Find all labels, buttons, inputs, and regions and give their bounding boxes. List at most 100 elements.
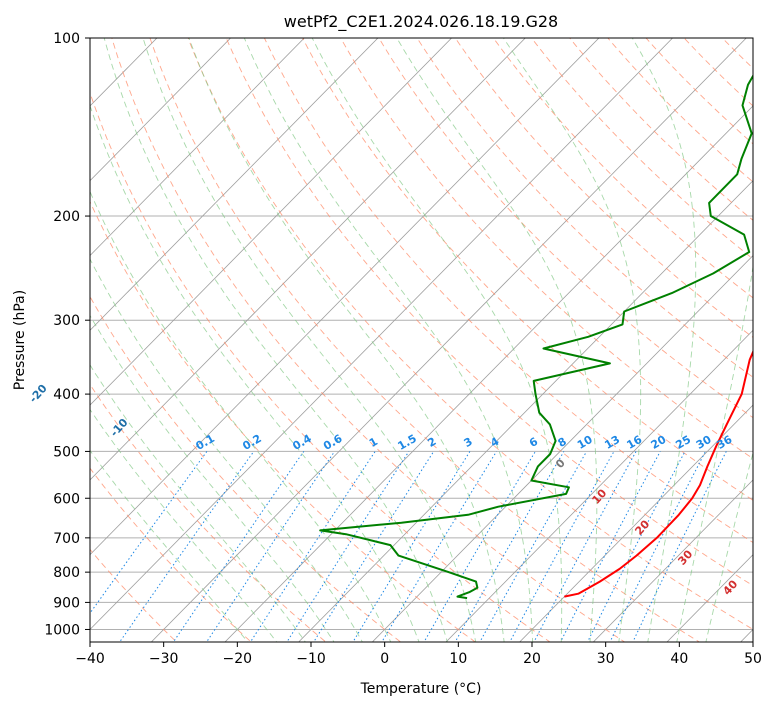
y-tick-label: 700 [53, 531, 80, 547]
isotherm-line [224, 105, 753, 642]
isotherm-line [371, 254, 753, 642]
mixing-ratio-line [533, 451, 637, 642]
mixing-ratio-line [632, 451, 727, 642]
moist-adiabat-line [631, 38, 697, 642]
mixing-ratio-line [172, 451, 305, 642]
x-tick-label: −30 [149, 651, 179, 667]
x-tick-label: −10 [296, 651, 326, 667]
line-labels: 0.10.20.40.611.52346810131620253036-100-… [27, 382, 741, 598]
isotherm-line [90, 38, 232, 182]
mixing-ratio-line [381, 451, 497, 642]
axes: −40 −30 −20 −10 0 10 20 30 40 5010020030040050060… [44, 31, 762, 667]
x-axis-label: Temperature (°C) [360, 681, 482, 697]
mixing-ratio-line [205, 451, 336, 642]
mixing-ratio-line [90, 451, 208, 614]
dry-adiabat-line [90, 295, 402, 642]
moist-adiabat-line [396, 38, 598, 642]
mixing-ratio-label: 0.4 [290, 432, 314, 453]
chart-title: wetPf2_C2E1.2024.026.18.19.G28 [284, 12, 558, 32]
y-tick-label: 300 [53, 313, 80, 329]
dry-adiabat-line [90, 467, 252, 642]
mixing-ratio-line [313, 451, 435, 642]
isotherm-line [90, 38, 674, 631]
moist-adiabat-line [311, 38, 563, 642]
dry-adiabat-line [747, 25, 775, 654]
dry-adiabat-line [302, 38, 753, 501]
mixing-ratio-line [249, 451, 376, 642]
x-tick-label: 50 [744, 651, 762, 667]
dry-adiabat-line [90, 91, 551, 642]
mixing-ratio-line [286, 451, 410, 642]
dry-adiabat-line [225, 38, 753, 587]
x-tick-label: 40 [670, 651, 688, 667]
mixing-ratio-line [423, 451, 536, 642]
dry-adiabat-line [492, 38, 753, 299]
moist-adiabat-line [188, 38, 505, 642]
isotherm-line [445, 329, 753, 642]
isotherm-line [90, 38, 379, 331]
moist-adiabat-label: 0 [553, 456, 568, 471]
isotherm-line [519, 404, 753, 642]
dry-adiabat-line [187, 38, 753, 630]
moist-adiabat-line [243, 38, 534, 642]
y-axis-label: Pressure (hPa) [12, 290, 28, 390]
background-lines [90, 25, 775, 654]
moist-adiabat-line [90, 449, 249, 642]
x-tick-label: 20 [523, 651, 541, 667]
moist-adiabat-line [502, 38, 642, 642]
mixing-ratio-line [586, 451, 686, 642]
plot-frame [89, 37, 754, 643]
moist-adiabat-line [705, 451, 753, 642]
moist-adiabat-line [103, 38, 448, 642]
dry-adiabat-label: -20 [27, 382, 50, 406]
x-tick-label: −40 [75, 651, 105, 667]
mixing-ratio-line [454, 451, 565, 642]
y-tick-label: 800 [53, 565, 80, 581]
dry-adiabat-line [416, 38, 753, 378]
mixing-ratio-label: 13 [602, 433, 622, 452]
dewpoint-trace [319, 74, 753, 600]
mixing-ratio-label: 8 [556, 435, 569, 450]
x-tick-label: 0 [380, 651, 389, 667]
moist-adiabat-line [90, 190, 392, 642]
y-tick-label: 600 [53, 491, 80, 507]
moist-adiabat-label: 40 [720, 577, 740, 597]
moist-adiabat-line [90, 104, 420, 642]
mixing-ratio-label: 36 [715, 433, 735, 452]
moist-adiabat-line [90, 408, 278, 642]
mixing-ratio-label: 25 [673, 433, 693, 452]
dry-adiabat-label: -10 [108, 416, 131, 440]
y-tick-label: 100 [53, 31, 80, 47]
isotherm-line [90, 38, 600, 556]
mixing-ratio-label: 10 [575, 433, 595, 452]
y-tick-label: 900 [53, 595, 80, 611]
mixing-ratio-line [352, 451, 471, 642]
moist-adiabat-line [142, 38, 477, 642]
y-tick-label: 200 [53, 209, 80, 225]
x-tick-label: −20 [223, 651, 253, 667]
isotherm-line [90, 38, 453, 406]
x-tick-label: 30 [597, 651, 615, 667]
dry-adiabat-line [721, 38, 753, 69]
x-tick-label: 10 [449, 651, 467, 667]
moist-adiabat-line [676, 263, 753, 642]
mixing-ratio-line [119, 451, 255, 642]
y-tick-label: 500 [53, 444, 80, 460]
dry-adiabat-line [149, 38, 701, 642]
moist-adiabat-line [90, 258, 363, 642]
dry-adiabat-line [263, 38, 753, 544]
isotherm-line [666, 554, 753, 642]
dry-adiabat-line [569, 38, 753, 221]
dry-adiabat-line [645, 38, 753, 145]
dry-adiabat-line [454, 38, 753, 338]
isotherm-line [150, 38, 747, 642]
mixing-ratio-label: 16 [624, 433, 644, 452]
mixing-ratio-line [609, 451, 706, 642]
isotherm-line [90, 38, 305, 257]
dry-adiabat-line [378, 38, 753, 419]
mixing-ratio-label: 3 [462, 435, 475, 450]
temperature-trace [564, 349, 753, 598]
isotherm-line [592, 479, 753, 642]
mixing-ratio-label: 20 [649, 433, 669, 452]
mixing-ratio-label: 1.5 [395, 432, 418, 453]
